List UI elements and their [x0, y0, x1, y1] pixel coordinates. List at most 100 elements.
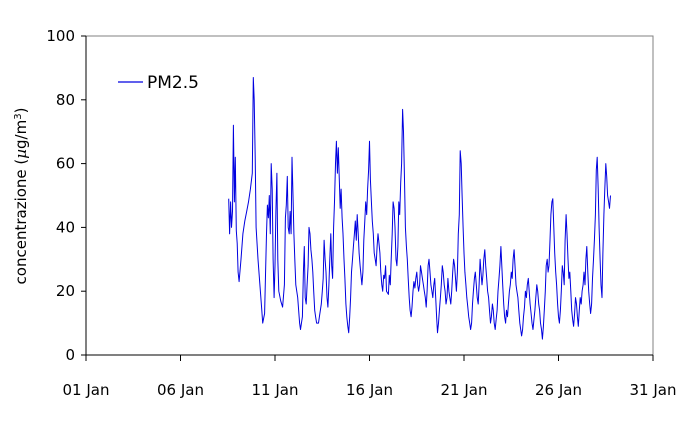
data-point [237, 243, 238, 244]
data-point [369, 141, 370, 142]
data-point [417, 284, 418, 285]
data-point [576, 304, 577, 305]
data-point [583, 284, 584, 285]
data-point [250, 189, 251, 190]
data-point [303, 272, 304, 273]
data-point [595, 214, 596, 215]
data-point [271, 163, 272, 164]
data-point [285, 217, 286, 218]
data-point [360, 265, 361, 266]
data-point [508, 304, 509, 305]
data-point [606, 176, 607, 177]
data-point [236, 230, 237, 231]
data-point [604, 189, 605, 190]
data-point [435, 297, 436, 298]
data-point [371, 201, 372, 202]
data-point [495, 329, 496, 330]
data-point [455, 278, 456, 279]
data-point [550, 214, 551, 215]
data-point [361, 275, 362, 276]
data-point [275, 211, 276, 212]
data-point [454, 265, 455, 266]
data-point [407, 259, 408, 260]
data-point [430, 284, 431, 285]
data-point [464, 252, 465, 253]
data-point [359, 252, 360, 253]
y-axis-ticks: 0 20 40 60 80 100 [46, 27, 86, 364]
data-point [568, 259, 569, 260]
data-point [294, 259, 295, 260]
data-point [598, 189, 599, 190]
data-point [592, 278, 593, 279]
data-point [248, 201, 249, 202]
data-point [400, 182, 401, 183]
data-point [438, 323, 439, 324]
data-point [460, 150, 461, 151]
data-point [533, 319, 534, 320]
data-point [235, 157, 236, 158]
data-point [310, 249, 311, 250]
data-point [327, 307, 328, 308]
data-point [302, 316, 303, 317]
data-point [536, 284, 537, 285]
data-point [557, 304, 558, 305]
data-point [434, 278, 435, 279]
data-point [330, 233, 331, 234]
data-point [445, 291, 446, 292]
y-tick-label: 60 [56, 155, 75, 173]
data-point [514, 249, 515, 250]
data-point [272, 189, 273, 190]
data-point [299, 323, 300, 324]
data-point [270, 233, 271, 234]
data-point [327, 297, 328, 298]
data-point [544, 310, 545, 311]
data-point [345, 304, 346, 305]
data-point [307, 284, 308, 285]
data-point [482, 284, 483, 285]
data-point [577, 316, 578, 317]
data-point [586, 246, 587, 247]
data-point [364, 221, 365, 222]
data-point [531, 313, 532, 314]
data-point [413, 291, 414, 292]
data-point [608, 201, 609, 202]
data-point [337, 173, 338, 174]
data-point [418, 291, 419, 292]
data-point [582, 291, 583, 292]
data-point [316, 323, 317, 324]
data-point [609, 208, 610, 209]
data-point [377, 246, 378, 247]
data-point [384, 278, 385, 279]
data-point [546, 265, 547, 266]
data-point [490, 323, 491, 324]
data-point [561, 291, 562, 292]
data-point [516, 291, 517, 292]
data-point [305, 297, 306, 298]
data-point [547, 259, 548, 260]
data-point [597, 157, 598, 158]
data-point [535, 297, 536, 298]
y-tick-label: 0 [65, 346, 75, 364]
data-point [523, 316, 524, 317]
data-point [372, 221, 373, 222]
data-point [440, 297, 441, 298]
data-point [332, 278, 333, 279]
data-point [451, 291, 452, 292]
data-point [363, 240, 364, 241]
data-point [326, 272, 327, 273]
data-point [416, 272, 417, 273]
data-point [389, 275, 390, 276]
data-point [436, 316, 437, 317]
data-point [322, 291, 323, 292]
data-point [280, 300, 281, 301]
data-point [562, 265, 563, 266]
data-point [548, 272, 549, 273]
data-point [276, 173, 277, 174]
data-point [293, 233, 294, 234]
data-point [242, 233, 243, 234]
data-point [427, 291, 428, 292]
data-point [439, 310, 440, 311]
data-point [405, 227, 406, 228]
data-point [503, 304, 504, 305]
data-point [413, 281, 414, 282]
